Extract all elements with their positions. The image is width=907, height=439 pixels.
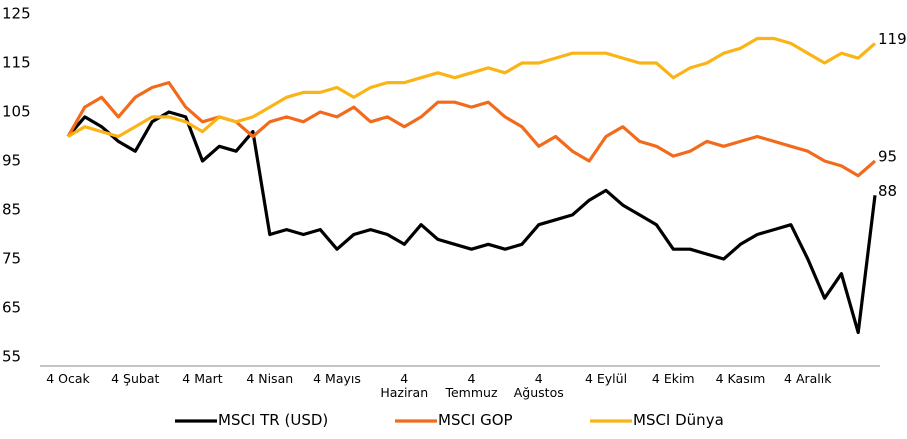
end-label: 95 [878, 148, 897, 166]
y-tick-label: 95 [2, 152, 21, 170]
end-label: 119 [878, 30, 907, 48]
end-label: 88 [878, 182, 897, 200]
y-tick-label: 75 [2, 250, 21, 268]
y-tick-label: 85 [2, 201, 21, 219]
x-tick-label: 4 Ekim [651, 371, 695, 386]
x-tick-label: 4 Haziran [380, 371, 429, 400]
line-series [66, 81, 877, 178]
x-tick-label: 4 Ağustos [513, 371, 564, 400]
x-tick-label: 4 Nisan [246, 371, 294, 386]
y-tick-label: 65 [2, 299, 21, 317]
x-tick-label: 4 Mart [182, 371, 223, 386]
x-tick-label: 4 Ocak [46, 371, 90, 386]
y-tick-label: 115 [2, 54, 31, 72]
legend-label: MSCI GOP [438, 411, 513, 429]
x-tick-label: 4 Şubat [111, 371, 160, 386]
legend-label: MSCI TR (USD) [218, 411, 329, 429]
x-tick-label: 4 Temmuz [445, 371, 498, 400]
y-tick-label: 125 [2, 5, 31, 23]
legend-label: MSCI Dünya [633, 411, 724, 429]
y-tick-label: 55 [2, 348, 21, 366]
line-series [67, 36, 877, 139]
line-series [66, 110, 877, 335]
x-tick-label: 4 Mayıs [313, 371, 361, 386]
y-tick-label: 105 [2, 103, 31, 121]
x-tick-label: 4 Aralık [784, 371, 832, 386]
x-tick-label: 4 Eylül [584, 371, 628, 386]
x-tick-label: 4 Kasım [715, 371, 766, 386]
